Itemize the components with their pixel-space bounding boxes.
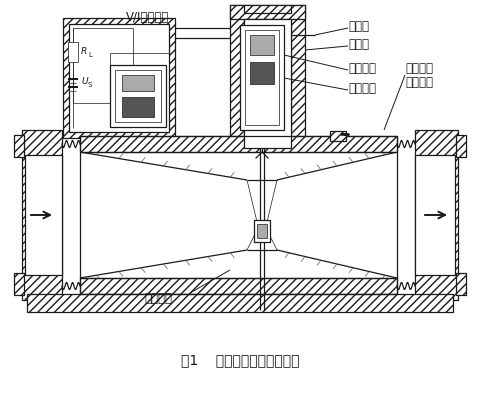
Text: R: R [81, 48, 87, 56]
Bar [25, 155, 62, 275]
Bar [415, 130, 458, 300]
Bar [291, 5, 305, 148]
Bar [330, 131, 346, 141]
Text: S: S [88, 82, 92, 88]
Bar [68, 42, 78, 62]
Text: 悬臂架: 悬臂架 [348, 20, 369, 33]
Text: 应变片: 应变片 [348, 38, 369, 51]
Text: 文丘里管: 文丘里管 [144, 292, 172, 305]
Bar [230, 5, 244, 148]
Bar [250, 35, 274, 55]
Bar [415, 155, 455, 275]
Bar [25, 155, 62, 275]
Bar [110, 65, 166, 127]
Bar [73, 28, 133, 103]
Bar [244, 19, 291, 148]
Bar [245, 30, 279, 125]
Bar [22, 130, 62, 300]
Bar [80, 136, 397, 152]
Bar [240, 25, 284, 130]
Bar [14, 273, 24, 295]
Bar [244, 5, 291, 13]
Bar [14, 135, 24, 157]
Bar [122, 75, 154, 91]
Text: L: L [88, 52, 92, 58]
Bar [456, 273, 466, 295]
Bar [63, 18, 175, 138]
Bar [244, 19, 291, 148]
Bar [250, 62, 274, 84]
Bar [415, 155, 455, 275]
Bar [257, 224, 267, 238]
Bar [254, 220, 270, 242]
Text: 永久磁钢: 永久磁钢 [348, 62, 376, 75]
Text: 弹性膜片: 弹性膜片 [405, 76, 433, 89]
Text: 图1    流量变送器结构原理图: 图1 流量变送器结构原理图 [181, 353, 299, 367]
Bar [80, 278, 397, 294]
Text: V/I转换电路: V/I转换电路 [126, 11, 170, 24]
Bar [69, 24, 169, 132]
Bar [115, 70, 161, 122]
Bar [230, 5, 305, 19]
Bar [456, 135, 466, 157]
Bar [69, 24, 169, 132]
Text: 反馈动圈: 反馈动圈 [348, 82, 376, 95]
Text: 金属波纹: 金属波纹 [405, 62, 433, 75]
Text: U: U [81, 78, 88, 86]
Bar [122, 97, 154, 117]
Bar [27, 294, 453, 312]
